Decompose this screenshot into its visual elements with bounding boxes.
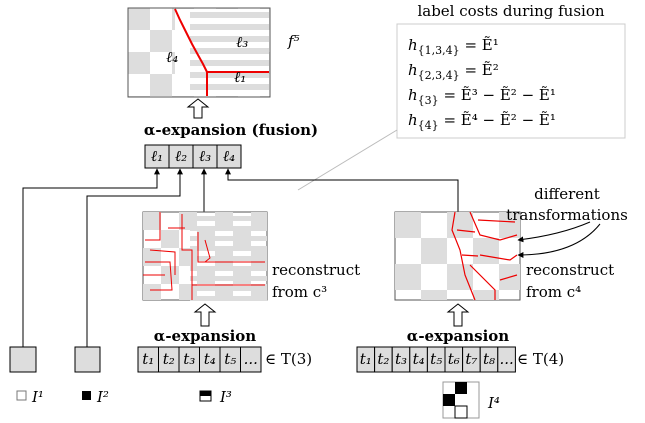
- t-cell-text: t₅: [430, 350, 442, 368]
- input-label: I⁴: [487, 394, 500, 412]
- note: transformations: [506, 206, 628, 224]
- checker: [447, 212, 473, 238]
- fusion-title: α-expansion (fusion): [144, 121, 318, 139]
- t-cell-text: t₇: [465, 350, 477, 368]
- t-cell-text: t₃: [395, 350, 407, 368]
- icon: [455, 382, 467, 394]
- icon: [17, 391, 26, 400]
- stripe: [190, 36, 269, 42]
- checker: [395, 264, 421, 290]
- stripe: [190, 48, 269, 54]
- stripe: [190, 286, 267, 291]
- checker: [421, 290, 447, 300]
- rhs: = Ẽ³ − Ẽ² − Ẽ¹: [439, 86, 556, 104]
- h: h: [408, 36, 418, 54]
- diagram: ℓ₄ℓ₃ℓ₁f⁵label costs during fusionh{1,3,4…: [0, 0, 645, 423]
- hollow-arrow: [188, 99, 208, 118]
- rhs: = Ẽ²: [460, 61, 499, 79]
- h-sub: {4}: [418, 119, 439, 132]
- caption: reconstruct: [272, 261, 360, 279]
- expansion-title: α-expansion: [154, 327, 257, 345]
- hollow-arrow: [195, 304, 215, 326]
- input-box: [10, 347, 36, 372]
- stripe: [190, 276, 267, 281]
- t-cell-text: t₅: [224, 350, 236, 368]
- stripe: [190, 266, 267, 271]
- stripe: [190, 84, 269, 90]
- note-arrow: [518, 222, 590, 240]
- stripe: [190, 24, 269, 30]
- label-cell-text: ℓ₁: [151, 147, 163, 165]
- stripe: [190, 296, 267, 301]
- rhs: = Ẽ¹: [460, 36, 499, 54]
- t-cell-text: t₂: [377, 350, 389, 368]
- input-label: I³: [219, 388, 232, 406]
- h: h: [408, 86, 418, 104]
- h: h: [408, 111, 418, 129]
- label-cell-text: ℓ₄: [223, 147, 235, 165]
- callout: [298, 130, 397, 190]
- caption: reconstruct: [526, 261, 614, 279]
- t-cell-text: t₁: [360, 350, 372, 368]
- input-label: I¹: [31, 388, 44, 406]
- region-label: ℓ₁: [234, 68, 246, 86]
- t-cell-text: t₄: [204, 350, 216, 368]
- connector: [228, 169, 458, 212]
- stripe: [190, 256, 267, 261]
- stripe: [190, 226, 267, 231]
- caption: from c³: [272, 283, 327, 301]
- checker: [395, 212, 421, 238]
- checker: [473, 238, 499, 264]
- checker: [143, 284, 161, 300]
- h: h: [408, 61, 418, 79]
- icon: [82, 391, 91, 400]
- stripe: [190, 12, 269, 18]
- rhs: = Ẽ⁴ − Ẽ² − Ẽ¹: [439, 111, 556, 129]
- t-cell-text: t₆: [448, 350, 460, 368]
- set-label: ∈ T(4): [517, 350, 564, 368]
- caption: from c⁴: [526, 283, 581, 301]
- checker: [421, 238, 447, 264]
- input-box: [75, 347, 100, 372]
- stripe: [190, 246, 267, 251]
- set-label: ∈ T(3): [265, 350, 312, 368]
- t-cell-text: t₁: [142, 350, 154, 368]
- function-label: f⁵: [287, 32, 300, 50]
- t-cell-text: t₃: [183, 350, 195, 368]
- label-cell-text: ℓ₂: [175, 147, 187, 165]
- expansion-title: α-expansion: [407, 327, 510, 345]
- note-arrow: [518, 224, 600, 255]
- stripe: [190, 216, 267, 221]
- hollow-arrow: [448, 304, 468, 326]
- input-label: I²: [96, 388, 109, 406]
- costs-title: label costs during fusion: [417, 2, 604, 20]
- region-label: ℓ₄: [166, 48, 178, 66]
- h-sub: {1,3,4}: [418, 44, 460, 57]
- note: different: [534, 185, 600, 203]
- stripe: [190, 236, 267, 241]
- h-sub: {2,3,4}: [418, 69, 460, 82]
- t-cell-text: t₈: [483, 350, 495, 368]
- t-cell-text: t₄: [413, 350, 425, 368]
- checker: [150, 74, 172, 96]
- icon: [443, 394, 455, 406]
- checker: [143, 212, 161, 230]
- icon: [200, 391, 211, 396]
- t-cell-text: ...: [499, 350, 513, 368]
- checker: [161, 230, 179, 248]
- checker: [128, 8, 150, 30]
- h-sub: {3}: [418, 94, 439, 107]
- icon: [455, 406, 467, 418]
- region-label: ℓ₃: [236, 33, 248, 51]
- t-cell-text: ...: [244, 350, 258, 368]
- t-cell-text: t₂: [163, 350, 175, 368]
- label-cell-text: ℓ₃: [199, 147, 211, 165]
- checker: [128, 52, 150, 74]
